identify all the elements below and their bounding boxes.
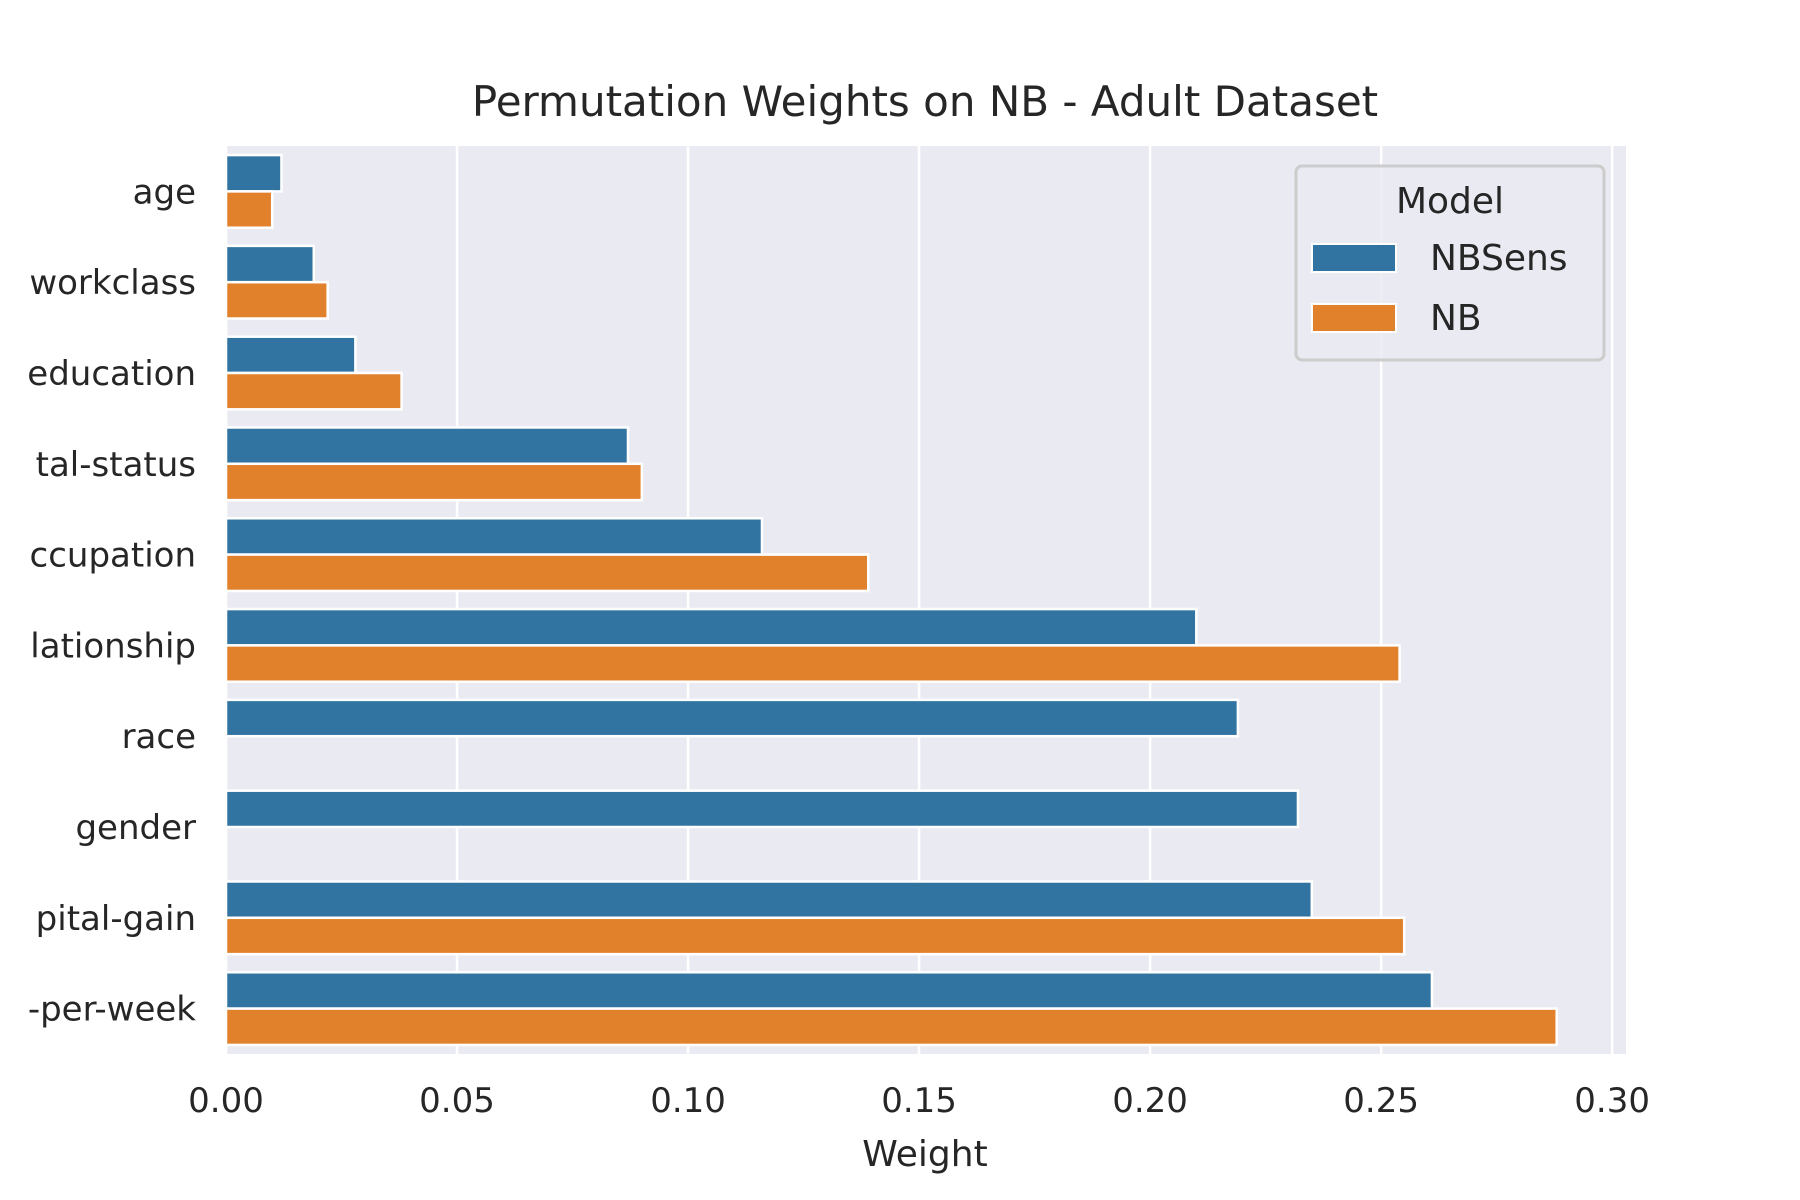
- x-tick-label: 0.25: [1343, 1081, 1419, 1121]
- bar-nbsens-4: [224, 517, 764, 556]
- y-tick-labels: age workclass education tal-status ccupation…: [27, 172, 196, 1029]
- bar-nbsens-2: [224, 335, 357, 375]
- y-tick-label: ccupation: [30, 536, 196, 576]
- y-tick-label: workclass: [29, 263, 196, 303]
- legend: Model NBSens NB: [1294, 164, 1606, 362]
- y-tick-label: gender: [75, 808, 196, 848]
- chart-title: Permutation Weights on NB - Adult Datase…: [472, 77, 1378, 126]
- x-tick-label: 0.00: [188, 1081, 264, 1121]
- y-tick-label: pital-gain: [36, 899, 196, 939]
- legend-swatch-nbsens: [1311, 243, 1397, 273]
- y-tick-label: -per-week: [28, 990, 196, 1030]
- bar-nb-8: [224, 916, 1406, 956]
- legend-label-nbsens: NBSens: [1430, 238, 1568, 279]
- legend-title: Model: [1396, 181, 1504, 222]
- bar-nb-2: [224, 371, 403, 411]
- bar-nbsens-6: [224, 698, 1240, 738]
- bar-nb-1: [224, 280, 329, 320]
- legend-label-nb: NB: [1430, 298, 1482, 339]
- x-tick-label: 0.20: [1112, 1081, 1188, 1121]
- bar-nb-0: [224, 190, 274, 229]
- bar-nbsens-9: [224, 971, 1434, 1010]
- x-tick-label: 0.30: [1574, 1081, 1650, 1121]
- y-tick-label: education: [27, 354, 196, 394]
- bars: [224, 153, 1558, 1047]
- bar-nbsens-1: [224, 244, 316, 284]
- x-tick-labels: 0.00 0.05 0.10 0.15 0.20 0.25 0.30: [188, 1081, 1650, 1121]
- y-tick-label: age: [133, 172, 196, 212]
- bar-nbsens-7: [224, 789, 1300, 829]
- legend-swatch-nb: [1311, 303, 1397, 333]
- bar-nb-9: [224, 1007, 1558, 1047]
- y-tick-label: tal-status: [36, 445, 196, 485]
- bar-nbsens-0: [224, 153, 283, 193]
- bar-nb-3: [224, 462, 644, 502]
- x-axis-label: Weight: [862, 1134, 987, 1175]
- y-tick-label: lationship: [30, 626, 196, 666]
- x-tick-label: 0.10: [650, 1081, 726, 1121]
- bar-nbsens-8: [224, 880, 1314, 920]
- x-tick-label: 0.05: [419, 1081, 495, 1121]
- bar-nb-5: [224, 644, 1401, 683]
- y-tick-label: race: [122, 717, 196, 757]
- bar-nb-4: [224, 553, 870, 593]
- bar-nbsens-5: [224, 607, 1198, 647]
- x-tick-label: 0.15: [881, 1081, 957, 1121]
- bar-nbsens-3: [224, 426, 630, 466]
